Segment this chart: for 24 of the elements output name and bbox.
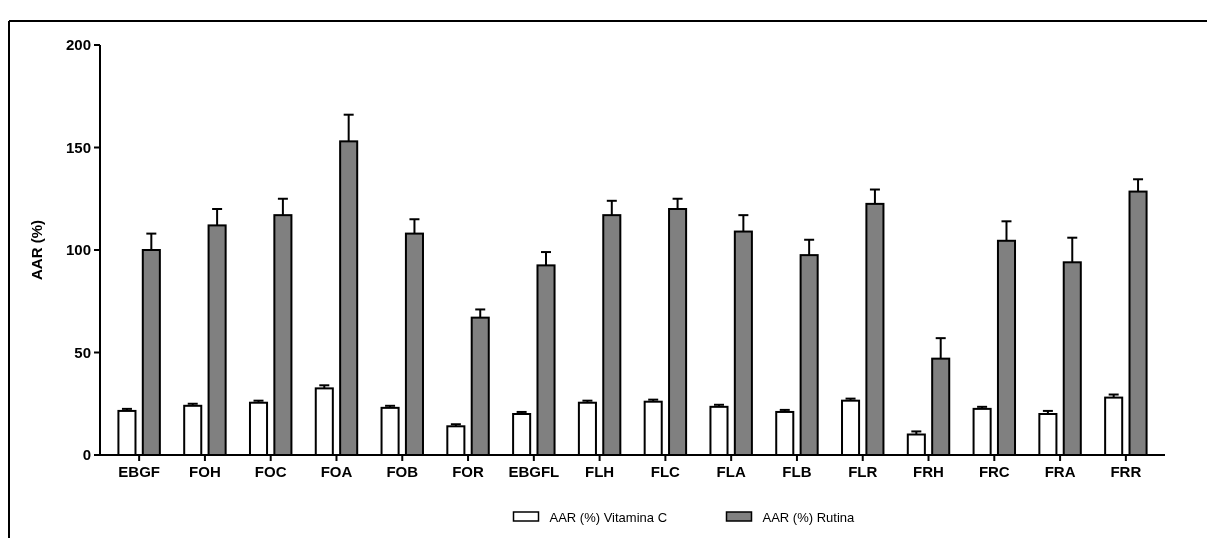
x-tick-label: FRA bbox=[1044, 463, 1076, 480]
x-tick-label: FRC bbox=[978, 463, 1010, 480]
y-tick-label: 200 bbox=[65, 36, 91, 54]
y-tick-label: 150 bbox=[65, 138, 91, 156]
x-tick-label: FOH bbox=[189, 463, 221, 480]
legend-label: AAR (%) Vitamina C bbox=[549, 509, 668, 525]
x-tick-label: FOB bbox=[386, 463, 419, 480]
x-tick-label: FOC bbox=[254, 463, 287, 480]
x-tick-label: FRH bbox=[913, 463, 944, 480]
y-tick-label: 50 bbox=[74, 343, 91, 361]
x-tick-label: FLA bbox=[716, 463, 746, 480]
x-tick-label: FOR bbox=[452, 463, 485, 480]
y-tick-label: 0 bbox=[82, 446, 91, 464]
x-tick-label: FLC bbox=[650, 463, 681, 480]
x-tick-label: FRR bbox=[1110, 463, 1142, 480]
x-tick-label: FLH bbox=[585, 463, 615, 480]
y-tick-label: 100 bbox=[65, 241, 91, 259]
y-axis-title: AAR (%) bbox=[28, 220, 45, 280]
x-tick-label: FLR bbox=[848, 463, 878, 480]
x-tick-label: EBGFL bbox=[508, 463, 560, 480]
legend-label: AAR (%) Rutina bbox=[762, 509, 856, 525]
x-tick-label: FOA bbox=[320, 463, 353, 480]
x-tick-label: EBGF bbox=[118, 463, 160, 480]
x-tick-label: FLB bbox=[782, 463, 812, 480]
